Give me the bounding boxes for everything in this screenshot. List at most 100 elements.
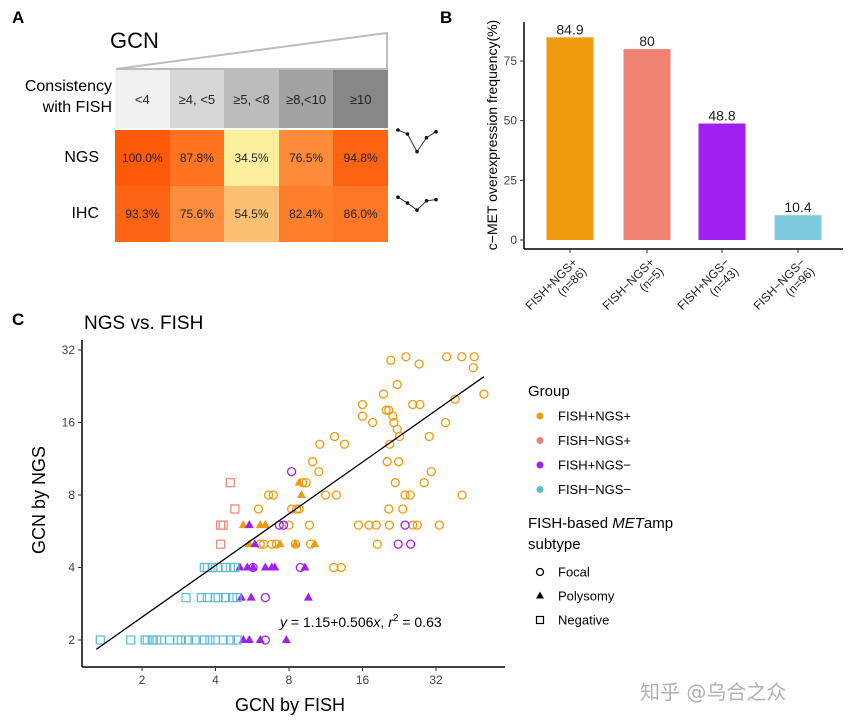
y-tick-label: 16 — [62, 416, 76, 430]
bar — [546, 37, 594, 240]
bar-value-label: 84.9 — [556, 21, 583, 37]
bar — [698, 123, 746, 240]
data-point — [267, 539, 277, 549]
sparkline-point — [396, 195, 400, 200]
bar-chart: 0 25 50 75 c−MET overexpression frequency(%)… — [484, 20, 843, 322]
data-point — [384, 520, 394, 530]
data-point — [218, 635, 228, 645]
legend-group-label: FISH+NGS− — [558, 458, 631, 473]
data-point — [394, 457, 404, 467]
data-point — [238, 520, 248, 529]
data-point — [250, 539, 260, 548]
bar-value-label: 10.4 — [784, 199, 811, 215]
data-point — [278, 520, 289, 530]
data-point — [372, 539, 382, 549]
data-point — [286, 467, 297, 477]
data-point — [308, 457, 318, 467]
data-point — [235, 562, 245, 571]
heatmap-cell-ihc: 93.3% — [115, 186, 170, 242]
data-point — [388, 411, 398, 421]
sparkline-point — [415, 208, 419, 212]
data-point — [412, 520, 422, 530]
legend-group-swatch — [536, 461, 544, 469]
data-point — [378, 389, 389, 399]
consistency-label: Consistency with FISH — [24, 78, 112, 116]
y-axis-title: GCN by NGS — [29, 446, 49, 554]
legend-subtype-title-post: amp — [644, 515, 673, 532]
heatmap-cell-ngs: 76.5% — [278, 130, 334, 186]
data-point — [225, 635, 235, 645]
data-point — [329, 562, 339, 573]
data-point — [434, 520, 444, 530]
data-point — [255, 635, 265, 643]
row-label-ihc: IHC — [71, 205, 99, 222]
bar — [623, 49, 671, 240]
data-point — [230, 504, 240, 514]
sparkline-point — [424, 199, 429, 203]
x-tick-label: FISH−NGS+(n=5) — [600, 255, 667, 322]
gcn-bin-header: ≥8,<10 — [278, 70, 334, 128]
data-point — [406, 539, 416, 549]
data-point — [95, 635, 105, 645]
data-point — [142, 635, 152, 645]
data-point — [225, 478, 235, 488]
data-point — [314, 467, 324, 477]
bar-value-label: 48.8 — [708, 108, 735, 124]
data-point — [221, 592, 231, 603]
data-point — [221, 562, 231, 573]
data-point — [386, 355, 396, 365]
data-point — [468, 363, 478, 373]
legend-subtype-swatch — [535, 567, 545, 577]
x-tick-label: FISH−NGS−(n=96) — [751, 255, 818, 322]
data-point — [371, 520, 381, 530]
data-point — [296, 490, 306, 498]
data-point — [357, 399, 368, 410]
legend-group-swatch — [536, 437, 544, 444]
gcn-title: GCN — [110, 28, 159, 53]
heatmap-cell-ihc: 82.4% — [278, 186, 334, 242]
y-tick-label: 25 — [504, 173, 518, 187]
legend-subtype-title-em: MET — [612, 515, 646, 532]
eq-x: x — [372, 614, 381, 630]
panel-a-label: A — [12, 8, 25, 27]
data-point — [390, 478, 400, 488]
data-point — [244, 635, 254, 643]
eq-sup: 2 — [393, 613, 399, 624]
gcn-bin-header: ≥4, <5 — [169, 70, 225, 128]
x-axis-title: GCN by FISH — [235, 695, 345, 715]
legend-group-label: FISH−NGS+ — [558, 433, 631, 448]
data-point — [205, 635, 215, 645]
data-point — [393, 539, 403, 549]
data-point — [147, 635, 157, 645]
data-point — [275, 539, 285, 548]
data-point — [199, 635, 209, 645]
data-point — [364, 520, 374, 530]
x-tick-label: 32 — [429, 673, 443, 687]
legend-group-title: Group — [528, 383, 570, 400]
data-point — [303, 592, 313, 601]
data-point — [210, 635, 221, 645]
data-point — [408, 399, 418, 410]
data-point — [398, 504, 408, 514]
data-point — [384, 504, 394, 514]
data-point — [248, 562, 258, 571]
legend-subtype-title-pre: FISH-based — [528, 515, 612, 532]
y-tick-label: 2 — [68, 633, 75, 647]
data-point — [394, 431, 405, 442]
data-point — [232, 592, 242, 603]
data-point — [401, 352, 411, 362]
data-point — [440, 417, 451, 428]
x-tick-label: 4 — [212, 673, 219, 687]
heatmap-cell-ihc: 86.0% — [333, 186, 388, 242]
data-point — [442, 352, 452, 362]
data-point — [244, 520, 254, 529]
data-point — [385, 439, 395, 449]
data-point — [301, 478, 311, 488]
sparkline-point — [396, 128, 400, 132]
data-point — [329, 431, 340, 442]
eq-sep: , — [380, 614, 388, 630]
legend-subtype-label: Polysomy — [558, 589, 615, 604]
x-tick-label: FISH+NGS+(n=86) — [523, 255, 590, 322]
x-tick-label: 2 — [139, 673, 146, 687]
